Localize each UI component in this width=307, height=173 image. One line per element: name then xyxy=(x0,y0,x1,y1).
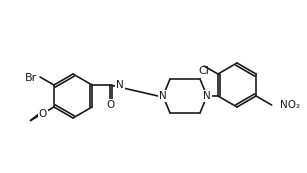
Text: O: O xyxy=(39,109,47,119)
Text: Br: Br xyxy=(25,73,37,83)
Text: NO₂: NO₂ xyxy=(280,100,300,110)
Text: N: N xyxy=(203,91,211,101)
Text: N: N xyxy=(116,80,124,90)
Text: O: O xyxy=(106,100,114,110)
Text: Cl: Cl xyxy=(199,66,210,76)
Text: N: N xyxy=(159,91,167,101)
